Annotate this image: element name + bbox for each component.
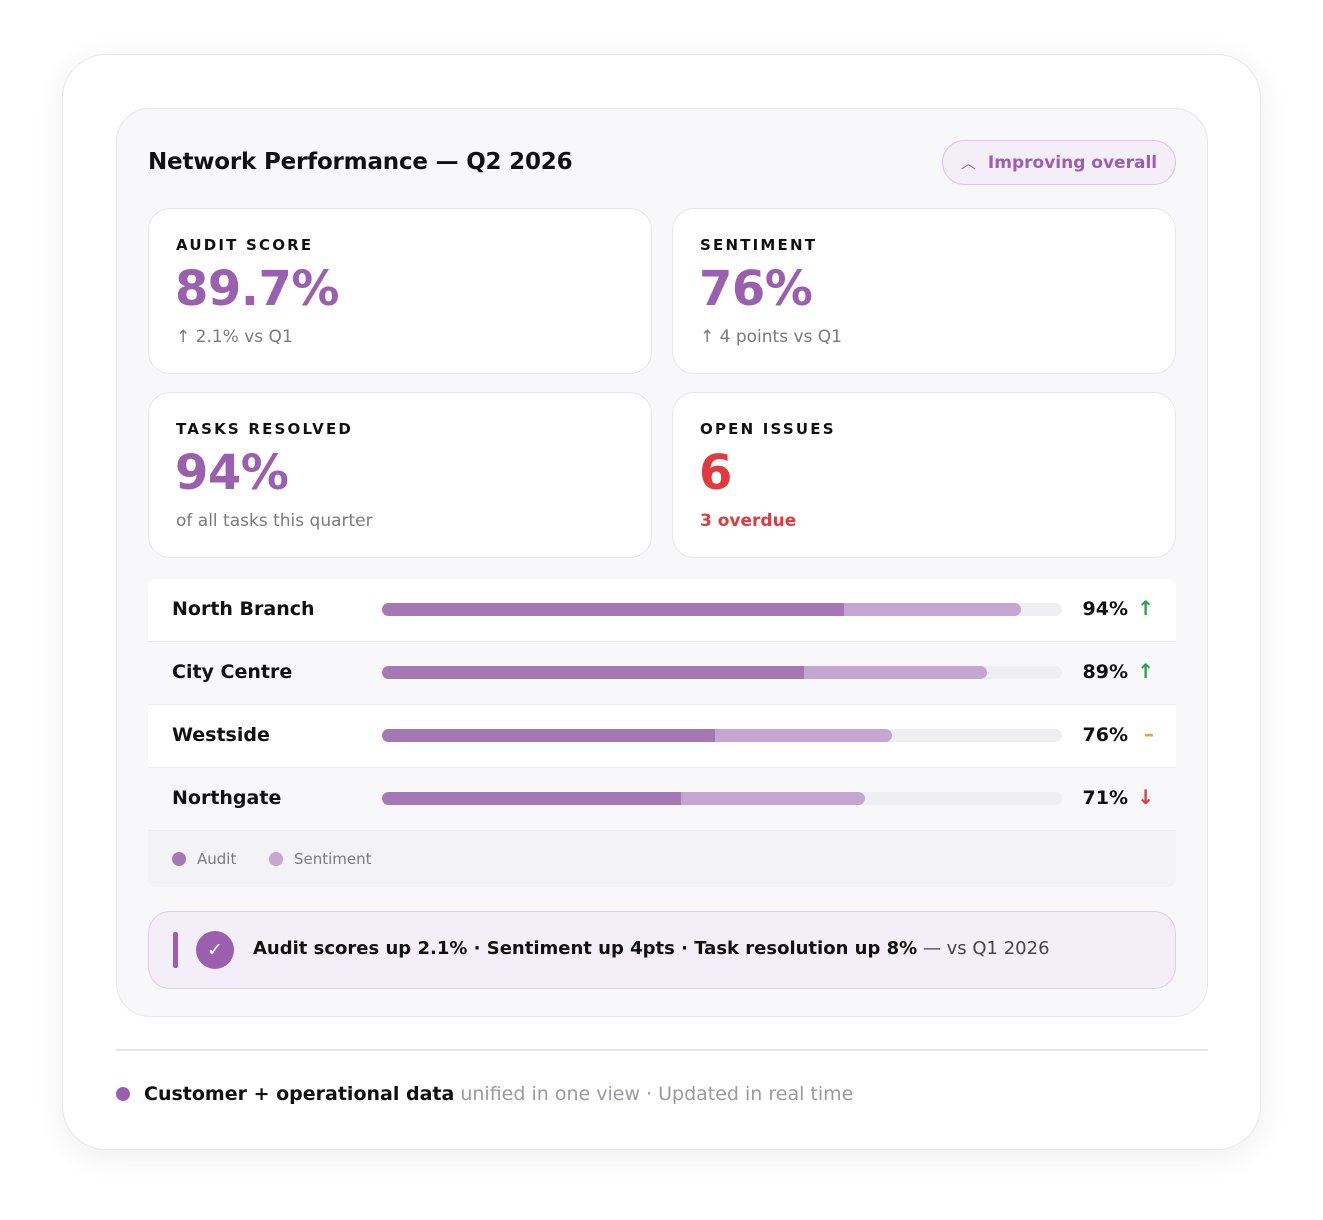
audit-bar: [382, 666, 804, 679]
branch-percent: 71%: [1082, 787, 1128, 809]
table-row[interactable]: Northgate 71% ↓: [148, 768, 1176, 831]
table-row[interactable]: City Centre 89% ↑: [148, 642, 1176, 705]
kpi-card-sentiment: SENTIMENT 76% ↑ 4 points vs Q1: [672, 208, 1176, 374]
check-icon: ✓: [196, 931, 234, 969]
kpi-label: SENTIMENT: [700, 236, 818, 254]
trend-up-icon: ↑: [1137, 596, 1154, 620]
branch-name: Northgate: [172, 787, 282, 809]
kpi-label: TASKS RESOLVED: [176, 420, 354, 438]
status-badge-label: Improving overall: [987, 152, 1158, 173]
dashboard-card: Network Performance — Q2 2026 ︿ Improvin…: [62, 54, 1261, 1150]
footer-muted: unified in one view · Updated in real ti…: [454, 1083, 854, 1105]
panel-title: Network Performance — Q2 2026: [148, 149, 573, 175]
chart-legend: Audit Sentiment: [148, 831, 1176, 887]
kpi-card-open-issues: OPEN ISSUES 6 3 overdue: [672, 392, 1176, 558]
bar-track: [382, 666, 1062, 679]
kpi-label: OPEN ISSUES: [700, 420, 836, 438]
legend-item-audit: Audit: [172, 850, 236, 868]
audit-bar: [382, 729, 716, 742]
summary-banner: ✓ Audit scores up 2.1% · Sentiment up 4p…: [148, 911, 1176, 989]
branch-table: North Branch 94% ↑ City Centre 89% ↑ Wes…: [148, 579, 1176, 887]
kpi-card-tasks-resolved: TASKS RESOLVED 94% of all tasks this qua…: [148, 392, 652, 558]
branch-percent: 76%: [1082, 724, 1128, 746]
legend-label: Audit: [197, 850, 237, 868]
performance-panel: Network Performance — Q2 2026 ︿ Improvin…: [116, 108, 1208, 1017]
kpi-sub: ↑ 2.1% vs Q1: [176, 327, 293, 347]
branch-name: North Branch: [172, 598, 315, 620]
table-row[interactable]: Westside 76% –: [148, 705, 1176, 768]
divider: [116, 1049, 1208, 1051]
kpi-value: 76%: [699, 261, 813, 317]
trend-flat-icon: –: [1144, 722, 1154, 746]
branch-percent: 89%: [1082, 661, 1128, 683]
kpi-label: AUDIT SCORE: [176, 236, 314, 254]
footer-text: Customer + operational data unified in o…: [144, 1083, 853, 1105]
audit-bar: [382, 603, 845, 616]
bar-track: [382, 792, 1062, 805]
branch-name: City Centre: [172, 661, 293, 683]
legend-item-sentiment: Sentiment: [269, 850, 372, 868]
footer-strong: Customer + operational data: [144, 1083, 455, 1105]
legend-dot: [269, 852, 283, 866]
branch-percent: 94%: [1082, 598, 1128, 620]
chevron-up-icon: ︿: [960, 154, 976, 172]
branch-name: Westside: [172, 724, 270, 746]
footer-dot: [116, 1087, 130, 1101]
audit-bar: [382, 792, 682, 805]
trend-down-icon: ↓: [1137, 785, 1154, 809]
kpi-sub: 3 overdue: [700, 511, 797, 531]
accent-bar: [173, 932, 178, 968]
kpi-value: 94%: [175, 445, 289, 501]
summary-text: Audit scores up 2.1% · Sentiment up 4pts…: [253, 938, 1050, 959]
kpi-value: 89.7%: [175, 261, 340, 317]
summary-comparison: — vs Q1 2026: [917, 938, 1050, 959]
footer-caption: Customer + operational data unified in o…: [116, 1083, 853, 1105]
kpi-sub: of all tasks this quarter: [176, 511, 373, 531]
bar-track: [382, 603, 1062, 616]
legend-label: Sentiment: [294, 850, 372, 868]
summary-highlights: Audit scores up 2.1% · Sentiment up 4pts…: [253, 938, 918, 959]
status-badge[interactable]: ︿ Improving overall: [942, 140, 1176, 185]
kpi-value: 6: [699, 445, 732, 501]
legend-dot: [172, 852, 186, 866]
table-row[interactable]: North Branch 94% ↑: [148, 579, 1176, 642]
kpi-sub: ↑ 4 points vs Q1: [700, 327, 843, 347]
bar-track: [382, 729, 1062, 742]
trend-up-icon: ↑: [1137, 659, 1154, 683]
kpi-card-audit-score: AUDIT SCORE 89.7% ↑ 2.1% vs Q1: [148, 208, 652, 374]
